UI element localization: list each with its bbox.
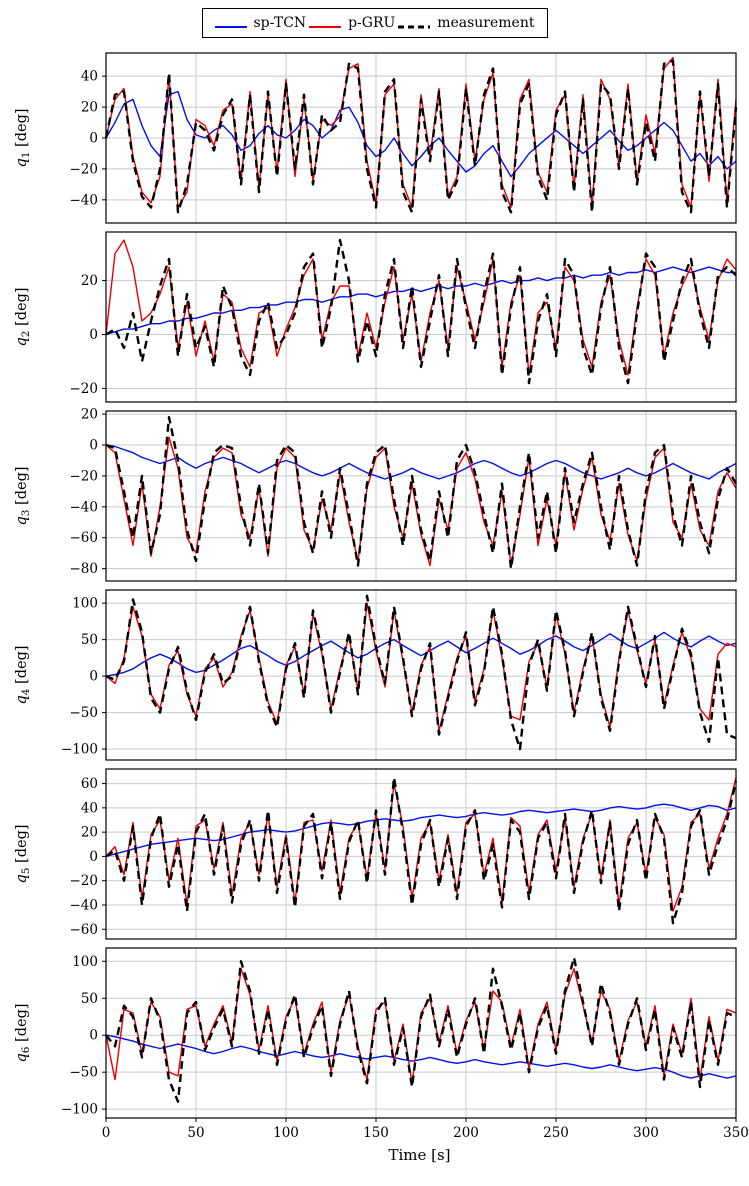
subplot-q3: −80 −60 −40 −20 0 20 q3 [deg] — [14, 407, 738, 582]
y-tick-label: 0 — [89, 438, 98, 454]
x-tick-label: 200 — [453, 1125, 479, 1141]
legend-item-sp-tcn: sp-TCN — [214, 15, 307, 31]
y-tick-label: 50 — [81, 632, 98, 648]
y-axis-label-q1: q1 [deg] — [14, 108, 32, 167]
x-tick-label: 100 — [273, 1125, 299, 1141]
y-tick-label: −20 — [70, 381, 99, 397]
y-tick-label: 20 — [81, 407, 98, 423]
plot-frame — [105, 231, 737, 403]
legend-label-sp-tcn: sp-TCN — [253, 15, 307, 31]
subplot-q1: −40 −20 0 20 40 q1 [deg] — [14, 52, 738, 224]
y-tick-label: 20 — [81, 825, 98, 841]
series-p_gru-q2 — [105, 239, 737, 376]
y-axis-label-q3: q3 [deg] — [14, 466, 32, 525]
charts: −40 −20 0 20 40 q1 [deg] −20 0 20 q2 [deg] −80 −60−… — [0, 48, 749, 1144]
series-sp_tcn-q5 — [105, 803, 737, 858]
y-tick-label: −40 — [70, 192, 99, 208]
series-sp_tcn-q3 — [105, 444, 737, 480]
series-sp_tcn-q6 — [105, 1034, 737, 1079]
subplot-q6: −100 −50 0 50 100 q6 [deg] 0 50 100 150 200 250 300 3… — [14, 947, 749, 1141]
y-tick-label: 40 — [81, 69, 98, 85]
series-p_gru-q1 — [105, 56, 737, 209]
series-measurement-q3 — [105, 415, 738, 570]
y-tick-label: 0 — [89, 327, 98, 343]
y-axis-label-q2: q2 [deg] — [14, 287, 32, 346]
y-tick-label: 100 — [72, 596, 98, 612]
y-tick-label: −50 — [70, 1065, 99, 1081]
y-tick-label: −40 — [70, 898, 99, 914]
y-tick-label: −20 — [70, 873, 99, 889]
subplot-q2: −20 0 20 q2 [deg] — [14, 231, 737, 403]
y-tick-label: −80 — [70, 561, 99, 577]
y-tick-label: 0 — [89, 1028, 98, 1044]
y-tick-label: 50 — [81, 991, 98, 1007]
y-tick-label: 100 — [72, 954, 98, 970]
series-measurement-q2 — [105, 238, 737, 385]
y-tick-label: −60 — [70, 922, 99, 938]
y-tick-label: −60 — [70, 530, 99, 546]
plot-frame — [105, 768, 737, 940]
y-tick-label: 0 — [89, 131, 98, 147]
series-measurement-q5 — [105, 776, 738, 925]
series-measurement-q4 — [105, 594, 737, 751]
x-tick-label: 300 — [633, 1125, 659, 1141]
y-tick-label: −20 — [70, 161, 99, 177]
x-tick-label: 350 — [723, 1125, 749, 1141]
plot-frame — [105, 410, 737, 582]
y-tick-label: −100 — [61, 742, 98, 758]
y-tick-label: 20 — [81, 273, 98, 289]
legend-item-p-gru: p-GRU — [309, 15, 395, 31]
y-tick-label: 40 — [81, 800, 98, 816]
legend-label-p-gru: p-GRU — [348, 15, 396, 31]
y-tick-label: −100 — [61, 1102, 98, 1118]
y-axis-label-q6: q6 [deg] — [14, 1003, 32, 1062]
x-tick-label: 0 — [102, 1125, 111, 1141]
series-p_gru-q3 — [105, 436, 737, 567]
legend: sp-TCN p-GRU measurement — [201, 8, 548, 38]
y-tick-label: −50 — [70, 705, 99, 721]
x-tick-label: 150 — [363, 1125, 389, 1141]
series-sp_tcn-q4 — [105, 631, 737, 677]
x-tick-label: 250 — [543, 1125, 569, 1141]
y-tick-label: −20 — [70, 468, 99, 484]
legend-label-measurement: measurement — [437, 15, 535, 31]
x-axis-label: Time [s] — [388, 1146, 451, 1164]
y-tick-label: −40 — [70, 499, 99, 515]
y-axis-label-q5: q5 [deg] — [14, 824, 32, 883]
y-tick-label: 0 — [89, 849, 98, 865]
plot-frame — [105, 589, 737, 761]
subplot-q4: −100 −50 0 50 100 q4 [deg] — [14, 589, 737, 761]
legend-item-measurement: measurement — [398, 15, 534, 31]
y-tick-label: 0 — [89, 669, 98, 685]
plot-frame — [105, 947, 737, 1119]
series-measurement-q6 — [105, 956, 737, 1103]
x-tick-label: 50 — [187, 1125, 204, 1141]
series-sp_tcn-q1 — [105, 90, 737, 178]
series-sp_tcn-q2 — [105, 266, 736, 336]
y-tick-label: 20 — [81, 100, 98, 116]
series-measurement-q1 — [104, 59, 738, 214]
y-axis-label-q4: q4 [deg] — [14, 645, 32, 704]
y-tick-label: 60 — [81, 776, 98, 792]
subplot-q5: −60 −40 −20 0 20 40 60 q5 [deg] — [14, 768, 738, 940]
